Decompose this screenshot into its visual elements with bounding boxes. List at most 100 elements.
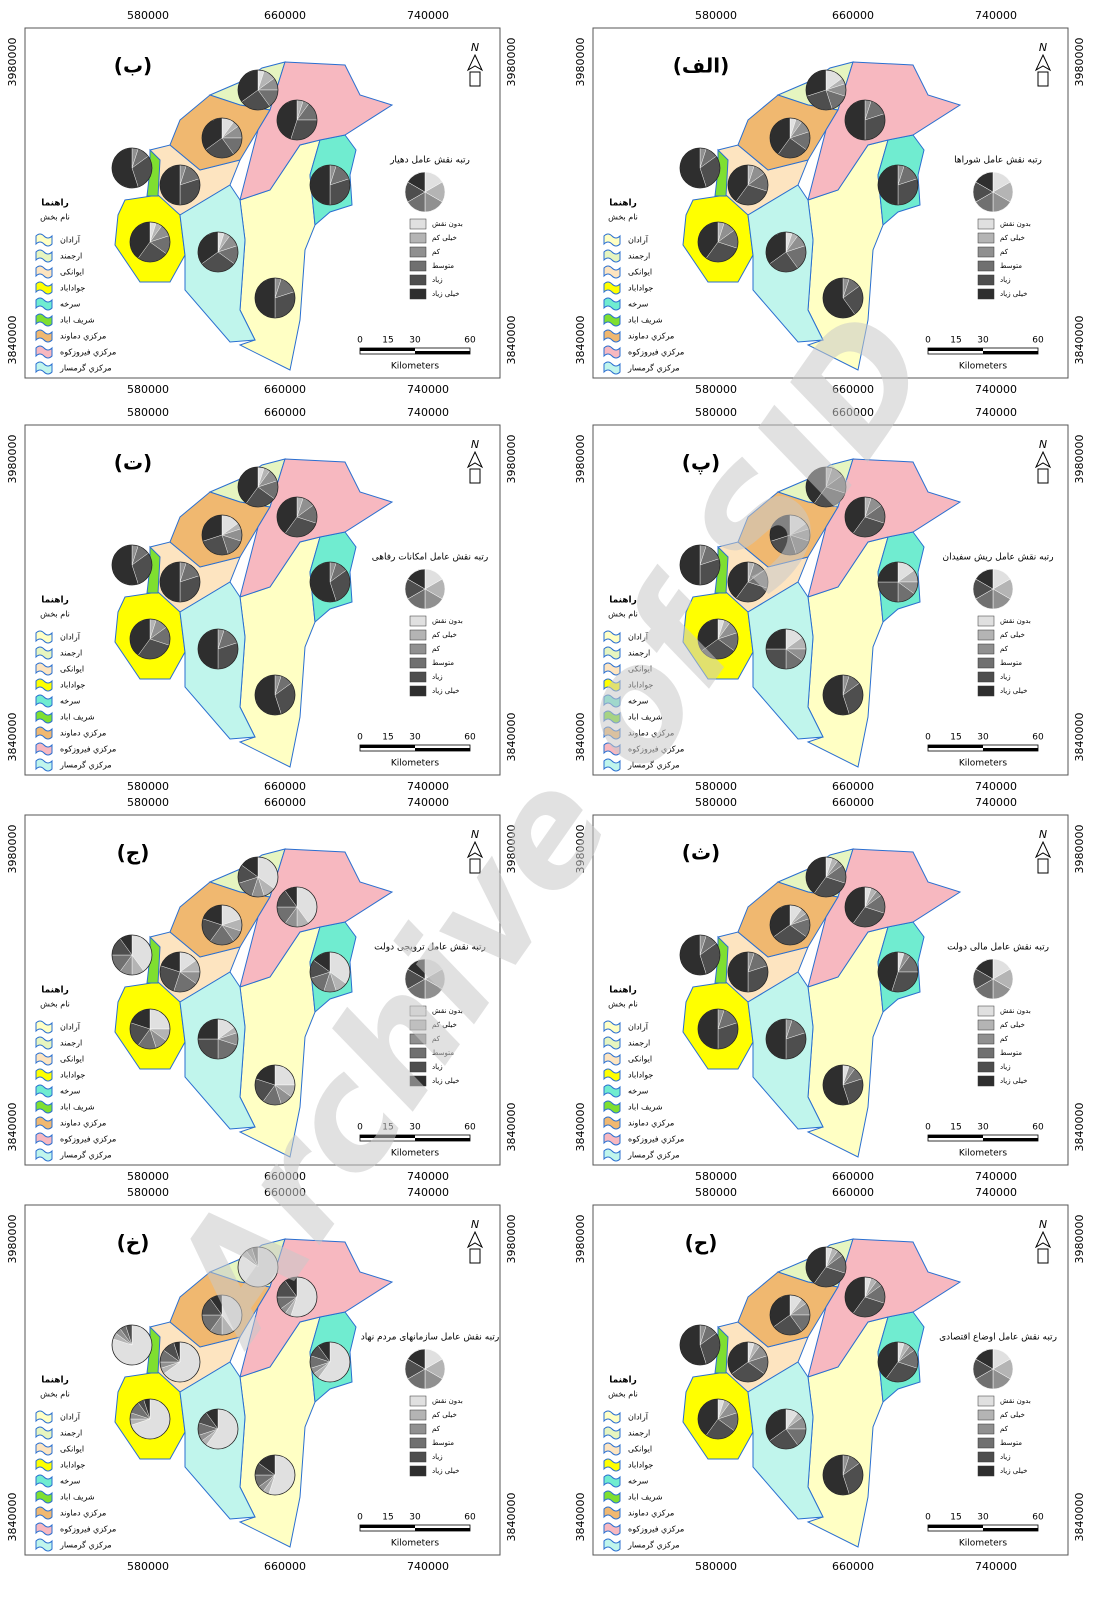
pie-legend-swatch [977, 1047, 995, 1059]
pie-legend-title: رتبه نقش عامل سازمانهای مردم نهاد [361, 1333, 499, 1343]
x-coord-bottom: 660000 [832, 383, 874, 396]
pie-outline [276, 1276, 318, 1318]
pie-legend-label: کم [1000, 1425, 1009, 1433]
scale-bar-fill [360, 745, 415, 748]
x-coord-bottom: 580000 [695, 1560, 737, 1573]
pie-legend-label: خيلی زياد [432, 290, 459, 298]
legend-swatch [35, 758, 53, 772]
y-coord-left: 3840000 [6, 316, 19, 365]
scale-unit: Kilometers [391, 1539, 439, 1549]
x-coord-bottom: 580000 [695, 1170, 737, 1183]
legend-label: مرکزي گرمسار [59, 1150, 112, 1160]
legend-swatch [603, 1426, 621, 1440]
pie-outline [727, 1341, 769, 1383]
pie-legend-label: متوسط [432, 659, 454, 667]
pie-legend-swatch [977, 1075, 995, 1087]
north-label: N [1039, 438, 1047, 451]
pie-outline [129, 1398, 171, 1440]
x-coord-bottom: 660000 [832, 780, 874, 793]
pie-outline [877, 164, 919, 206]
scale-unit: Kilometers [959, 1539, 1007, 1549]
legend-swatch [603, 726, 621, 740]
y-coord-left: 3980000 [6, 825, 19, 874]
legend-label: ارجمند [628, 252, 650, 261]
pie-legend-label: متوسط [1000, 1049, 1022, 1057]
pie-legend-label: کم [1000, 248, 1009, 256]
pie-legend-label: متوسط [1000, 262, 1022, 270]
pie-outline [309, 164, 351, 206]
legend-swatch [35, 1426, 53, 1440]
scale-tick: 0 [925, 336, 931, 346]
x-coord-bottom: 580000 [127, 1170, 169, 1183]
x-coord-top: 580000 [695, 406, 737, 419]
pie-legend-swatch [977, 615, 995, 627]
pie-outline [697, 221, 739, 263]
district [239, 848, 394, 988]
x-coord-bottom: 660000 [264, 1170, 306, 1183]
pie-legend-label: خيلی زياد [1000, 1077, 1027, 1085]
pie-legend-swatch [977, 288, 995, 300]
pie-legend-swatch [977, 1465, 995, 1477]
scale-tick: 60 [464, 1123, 476, 1133]
scale-bar-fill [360, 348, 415, 351]
pie-outline [765, 231, 807, 273]
legend-subtitle: نام بخش [608, 610, 638, 619]
pie-outline [159, 951, 201, 993]
pie-outline [844, 1276, 886, 1318]
scale-tick: 15 [382, 733, 393, 743]
scale-tick: 15 [950, 336, 961, 346]
scale-tick: 0 [357, 336, 363, 346]
pie-legend-swatch [409, 1047, 427, 1059]
legend-label: جواداباد [628, 1461, 653, 1470]
map-panel: 580000 580000 660000 660000 740000 740000 3980… [6, 796, 518, 1183]
x-coord-top: 580000 [127, 406, 169, 419]
legend-pie-slice [975, 958, 994, 980]
legend-swatch [603, 1052, 621, 1066]
legend-label: مرکزي دماوند [60, 1509, 106, 1518]
y-coord-right: 3840000 [1073, 1103, 1086, 1152]
y-coord-left: 3840000 [6, 1493, 19, 1542]
y-coord-left: 3980000 [6, 38, 19, 87]
pie-legend-title: رتبه نقش عامل امکانات رفاهی [372, 553, 489, 563]
scale-bar-fill [928, 1135, 983, 1138]
y-coord-left: 3980000 [6, 435, 19, 484]
scale-tick: 15 [382, 1513, 393, 1523]
legend-swatch [603, 1522, 621, 1536]
legend-label: ارجمند [60, 1429, 82, 1438]
pie-legend-swatch [977, 1451, 995, 1463]
legend-label: شريف اباد [60, 713, 95, 722]
legend-title: راهنما [41, 199, 69, 209]
scale-tick: 60 [1032, 1513, 1044, 1523]
north-arrow [1034, 840, 1052, 874]
legend-swatch [35, 313, 53, 327]
x-coord-top: 660000 [832, 1186, 874, 1199]
legend-swatch [603, 249, 621, 263]
legend-label: مرکزي دماوند [60, 1119, 106, 1128]
legend-swatch [603, 646, 621, 660]
legend-label: آرادان [628, 1412, 649, 1422]
panel-label: (ث) [682, 841, 720, 865]
x-coord-top: 740000 [975, 406, 1017, 419]
legend-swatch [35, 361, 53, 375]
scale-tick: 30 [409, 336, 421, 346]
panel-label: (پ) [682, 451, 720, 475]
y-coord-left: 3840000 [6, 713, 19, 762]
legend-label: جواداباد [60, 1071, 85, 1080]
legend-label: ايوانکی [60, 665, 84, 674]
legend-subtitle: نام بخش [608, 1000, 638, 1009]
legend-swatch [603, 281, 621, 295]
pie-outline [805, 466, 847, 508]
pie-legend-label: زياد [432, 1063, 443, 1071]
y-coord-right: 3980000 [505, 1215, 518, 1264]
pie-outline [877, 951, 919, 993]
pie-legend-label: متوسط [1000, 1439, 1022, 1447]
legend-swatch [35, 694, 53, 708]
pie-outline [769, 514, 811, 556]
y-coord-right: 3840000 [1073, 1493, 1086, 1542]
pie-legend-label: بدون نقش [432, 617, 463, 625]
panel-label: (ح) [685, 1231, 718, 1255]
legend-label: مرکزي دماوند [628, 1509, 674, 1518]
scale-tick: 15 [950, 1123, 961, 1133]
legend-label: مرکزي فيروزکوه [60, 348, 116, 357]
legend-subtitle: نام بخش [608, 213, 638, 222]
